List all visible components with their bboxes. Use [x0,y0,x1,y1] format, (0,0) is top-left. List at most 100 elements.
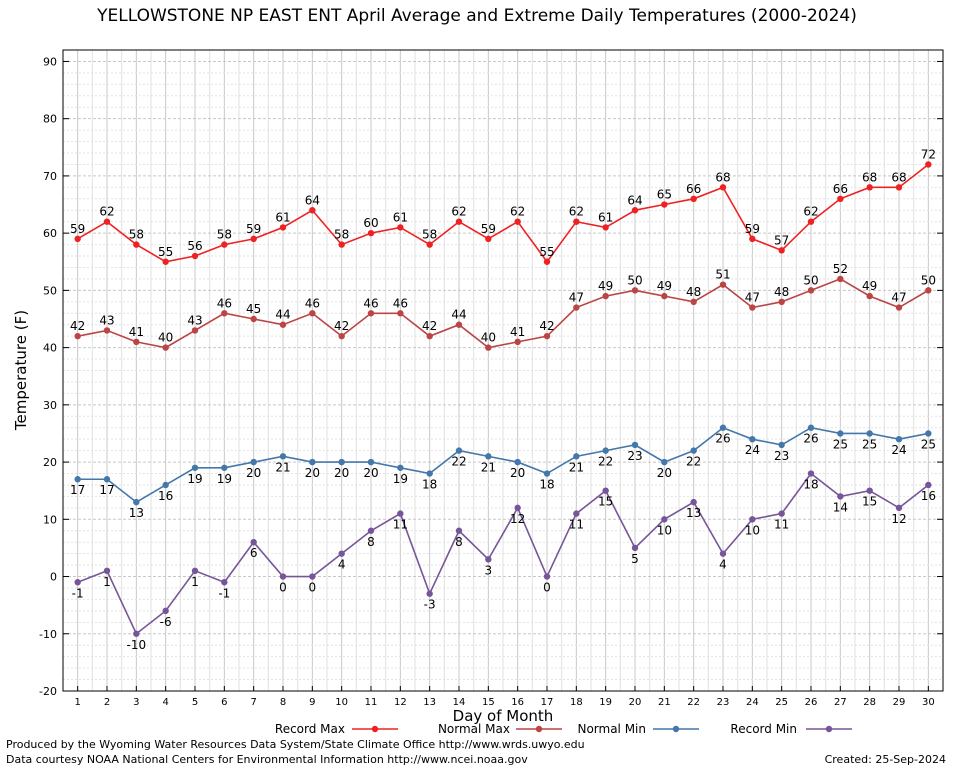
data-point-record-max [807,218,815,225]
data-point-normal-min [573,453,580,460]
data-point-normal-max [925,287,932,294]
data-label-normal-max: 49 [862,279,877,293]
data-point-normal-min [250,458,257,466]
data-point-record-max [338,241,345,248]
data-point-normal-min [133,498,140,506]
legend-item-record-max: Record Max [275,722,398,736]
data-point-normal-max [455,321,463,328]
data-point-record-min [573,510,580,517]
data-point-record-min [837,493,844,500]
data-label-normal-max: 42 [539,319,554,333]
data-label-normal-max: 48 [774,285,789,299]
data-point-record-min [661,516,668,523]
data-point-normal-max [279,321,287,328]
data-point-record-min [397,510,404,517]
data-point-normal-max [543,332,551,340]
data-point-record-max [514,218,521,225]
x-tick-label: 23 [717,697,730,708]
data-point-record-max [133,241,140,248]
data-point-record-min [807,470,815,477]
data-label-normal-min: 17 [99,483,114,497]
data-point-normal-max [895,304,903,311]
data-point-record-max [309,207,316,214]
x-tick-label: 11 [365,697,378,708]
footer-data-source: Data courtesy NOAA National Centers for … [6,753,528,766]
data-point-normal-max [133,338,140,346]
x-tick-label: 3 [133,697,139,708]
legend-label: Normal Min [577,722,646,736]
x-tick-label: 15 [482,697,495,708]
y-tick-label: -20 [39,685,57,698]
data-point-record-max [749,235,756,243]
data-label-record-max: 62 [569,205,584,219]
data-label-record-min: 11 [774,518,789,532]
data-label-record-max: 62 [510,205,525,219]
data-point-normal-max [221,310,228,317]
data-point-record-min [602,487,609,494]
data-point-normal-min [866,430,873,437]
data-point-normal-min [837,430,844,437]
data-label-normal-max: 40 [481,331,496,345]
data-point-record-max [397,224,404,231]
data-label-record-min: 0 [309,581,317,595]
data-point-normal-max [573,304,580,311]
y-tick-label: 10 [43,513,57,526]
data-label-record-min: 0 [543,581,551,595]
data-label-normal-max: 42 [70,319,85,333]
data-point-normal-min [279,453,287,460]
data-point-normal-min [338,458,345,466]
data-point-normal-min [895,435,903,443]
x-tick-label: 9 [309,697,315,708]
data-point-record-min [250,538,257,546]
data-point-record-min [221,579,228,586]
legend-label: Normal Max [438,722,510,736]
x-tick-label: 22 [687,697,700,708]
data-label-normal-max: 46 [217,296,232,310]
data-point-normal-min [455,447,463,454]
data-label-normal-min: 19 [393,472,408,486]
data-point-normal-max [690,298,697,306]
y-tick-label: 40 [43,342,57,355]
chart-title: YELLOWSTONE NP EAST ENT April Average an… [97,6,857,26]
data-point-record-min [749,516,756,523]
data-label-normal-min: 23 [774,449,789,463]
data-label-normal-max: 43 [187,313,202,327]
data-point-record-max [866,184,873,191]
data-label-record-min: 12 [510,512,525,526]
data-label-normal-max: 47 [891,291,906,305]
data-label-record-min: 0 [279,581,287,595]
data-label-record-min: 15 [862,495,877,509]
data-label-normal-max: 46 [363,296,378,310]
data-label-normal-min: 19 [187,472,202,486]
data-point-record-min [367,527,375,534]
legend-item-record-min: Record Min [730,722,852,736]
data-label-record-max: 65 [657,188,672,202]
data-label-record-min: 14 [833,500,848,514]
data-label-record-max: 64 [627,193,642,207]
legend: Record Max Normal Max Normal Min Record Min [275,722,852,736]
series-record-min: -1 1 -10 -6 1 -1 6 0 0 4 8 11 -3 8 3 12 0 11 15 5 10 13 4 10 11 1… [72,470,936,652]
data-label-normal-min: 16 [158,489,173,503]
data-point-record-max [690,195,697,203]
data-point-record-min [485,556,492,563]
data-label-normal-min: 13 [129,506,144,520]
data-point-normal-max [250,315,257,323]
data-point-record-min [162,607,169,615]
y-tick-label: 70 [43,170,57,183]
data-label-record-max: 66 [686,182,701,196]
data-point-normal-min [631,441,639,449]
data-point-normal-min [925,430,932,437]
data-point-normal-max [397,310,404,317]
data-label-record-min: 11 [569,518,584,532]
data-label-normal-min: 21 [481,460,496,474]
data-label-record-max: 59 [246,222,261,236]
data-point-record-max [455,218,463,225]
data-label-normal-min: 25 [921,437,936,451]
data-point-record-min [191,567,199,575]
data-point-normal-max [719,281,727,288]
data-point-normal-min [191,464,199,471]
data-label-record-min: -6 [160,615,172,629]
data-label-record-min: 1 [191,575,199,589]
data-label-record-max: 68 [891,170,906,184]
